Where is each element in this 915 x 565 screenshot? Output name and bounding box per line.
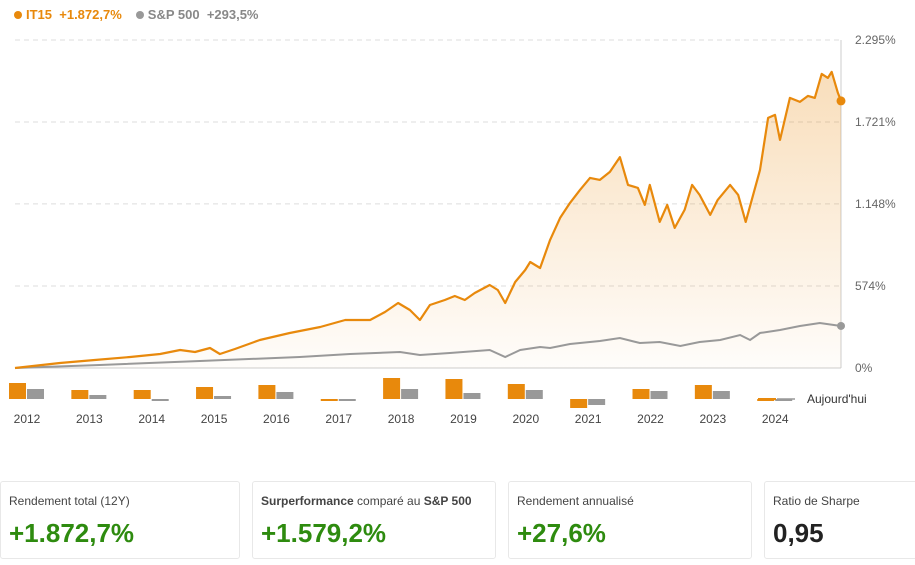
it15-end-marker	[836, 96, 846, 106]
it15-bar	[196, 387, 214, 399]
it15-bar	[694, 385, 712, 399]
it15-dot-icon	[14, 10, 22, 19]
card-label: Rendement annualisé	[517, 494, 634, 508]
sp500-bar	[401, 389, 419, 399]
x-tick-label: 2017	[325, 412, 352, 426]
it15-bar	[258, 385, 276, 399]
x-tick-label: 2024	[762, 412, 789, 426]
card-label: Rendement total (12Y)	[9, 494, 130, 508]
y-tick-label: 1.721%	[855, 115, 896, 129]
card-value: +27,6%	[517, 518, 606, 548]
x-tick-label: 2023	[699, 412, 726, 426]
x-tick-label: 2016	[263, 412, 290, 426]
sp500-bar	[775, 399, 793, 401]
card-sharpe-ratio: Ratio de Sharpe 0,95	[764, 481, 915, 559]
sp500-bar	[151, 399, 169, 401]
it15-bar	[507, 384, 525, 399]
y-tick-label: 0%	[855, 361, 873, 375]
sp500-bar	[463, 393, 481, 399]
x-tick-label: 2022	[637, 412, 664, 426]
it15-bar	[133, 390, 151, 399]
legend-it15[interactable]: IT15 +1.872,7%	[14, 7, 122, 22]
it15-bar	[9, 383, 26, 399]
sp500-line	[14, 321, 842, 369]
sp500-bar	[712, 391, 730, 399]
sp500-bar	[214, 396, 232, 399]
card-label: Surperformance comparé au S&P 500	[261, 494, 472, 508]
legend-sp500[interactable]: S&P 500 +293,5%	[135, 7, 259, 22]
x-tick-label: 2014	[138, 412, 165, 426]
sp500-bar	[89, 395, 107, 399]
it15-bar	[445, 379, 463, 399]
sp500-bar	[650, 391, 668, 399]
it15-bar	[632, 389, 650, 399]
bars-legend-label: Aujourd'hui	[807, 392, 867, 406]
sp500-end-marker	[837, 321, 845, 330]
card-label: Ratio de Sharpe	[773, 494, 860, 508]
it15-bar	[320, 399, 338, 401]
x-tick-label: 2018	[388, 412, 415, 426]
x-tick-label: 2020	[512, 412, 539, 426]
y-tick-label: 1.148%	[855, 197, 896, 211]
card-value: +1.872,7%	[9, 518, 135, 548]
it15-bar	[71, 390, 89, 399]
card-outperformance: Surperformance comparé au S&P 500 +1.579…	[252, 481, 496, 559]
y-tick-label: 574%	[855, 279, 886, 293]
card-annualized-return: Rendement annualisé +27,6%	[508, 481, 752, 559]
x-tick-label: 2013	[76, 412, 103, 426]
it15-bar	[383, 378, 401, 399]
sp500-bar	[525, 390, 543, 399]
sp500-bar	[27, 389, 44, 399]
x-tick-label: 2015	[201, 412, 228, 426]
sp500-bar	[276, 392, 294, 399]
x-tick-label: 2021	[575, 412, 602, 426]
it15-line	[14, 70, 843, 370]
sp500-bar	[588, 399, 606, 405]
sp500-dot-icon	[135, 10, 144, 19]
chart-legend: IT15 +1.872,7% S&P 500 +293,5%	[14, 7, 259, 22]
it15-area	[15, 71, 841, 369]
performance-chart: 2.295% 1.721% 1.148% 574% 0% 2012 2013 2014 2015…	[9, 33, 896, 426]
y-tick-label: 2.295%	[855, 33, 896, 47]
card-value: +1.579,2%	[261, 518, 387, 548]
it15-bar	[570, 399, 588, 408]
x-tick-label: 2012	[14, 412, 41, 426]
x-tick-label: 2019	[450, 412, 477, 426]
card-total-return: Rendement total (12Y) +1.872,7%	[0, 481, 240, 559]
card-value: 0,95	[773, 518, 824, 548]
sp500-bar	[338, 399, 356, 401]
